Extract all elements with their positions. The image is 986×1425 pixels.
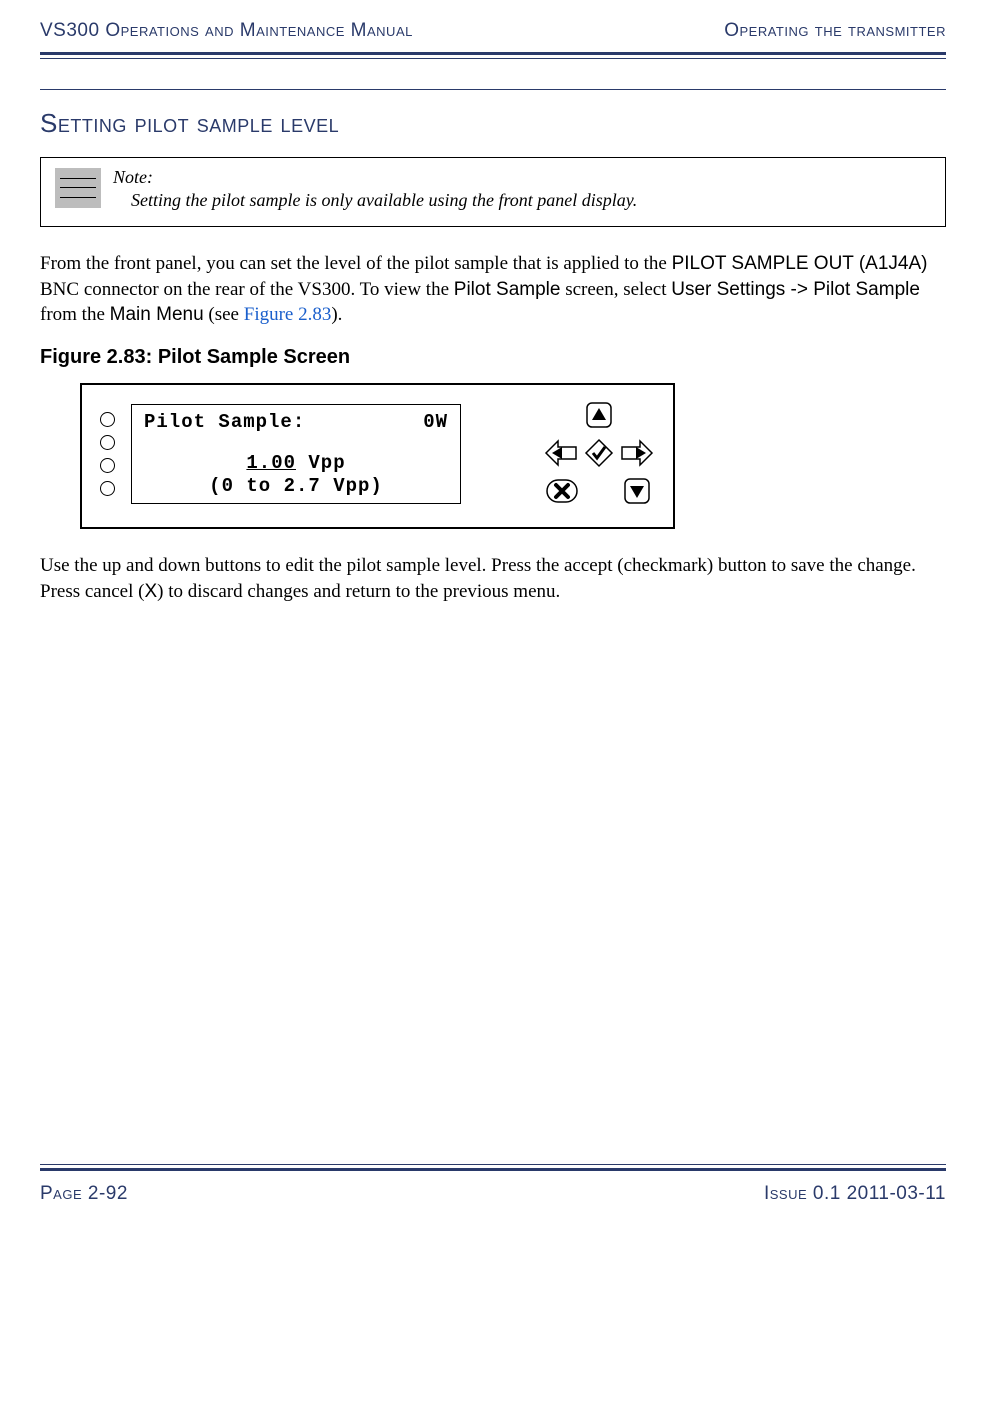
- p1-mid1: BNC connector on the rear of the VS300. …: [40, 279, 454, 300]
- p1-mid3: from the: [40, 304, 110, 325]
- note-label: Note:: [113, 167, 153, 187]
- lcd-unit: Vpp: [296, 452, 346, 474]
- figure-link[interactable]: Figure 2.83: [244, 304, 332, 325]
- p1-text: From the front panel, you can set the le…: [40, 253, 672, 274]
- left-button[interactable]: [543, 435, 579, 471]
- note-callout: Note: Setting the pilot sample is only a…: [40, 157, 946, 227]
- page-footer: Page 2-92 Issue 0.1 2011-03-11: [40, 1171, 946, 1217]
- p1-mid4: (see: [204, 304, 244, 325]
- p1-bold1: PILOT SAMPLE OUT (A1J4A): [672, 253, 928, 274]
- down-button[interactable]: [619, 473, 655, 509]
- p1-bold3: User Settings -> Pilot Sample: [671, 279, 920, 300]
- paragraph-2: Use the up and down buttons to edit the …: [40, 553, 946, 604]
- p1-mid2: screen, select: [560, 279, 671, 300]
- p1-bold4: Main Menu: [110, 304, 204, 325]
- footer-rule-thin: [40, 1164, 946, 1165]
- lcd-range: (0 to 2.7 Vpp): [144, 475, 448, 498]
- lcd-value: 1.00: [246, 452, 296, 474]
- page-header: VS300 Operations and Maintenance Manual …: [40, 20, 946, 52]
- note-body: Setting the pilot sample is only availab…: [131, 190, 637, 210]
- note-icon-cell: [41, 158, 113, 226]
- p2-bold: X: [144, 581, 157, 602]
- led-indicator: [100, 412, 115, 427]
- section-rule: [40, 89, 946, 90]
- led-indicator: [100, 435, 115, 450]
- front-panel: Pilot Sample: 0W 1.00 Vpp (0 to 2.7 Vpp): [80, 383, 675, 529]
- header-right: Operating the transmitter: [724, 20, 946, 42]
- header-rule-thick: [40, 52, 946, 55]
- p1-bold2: Pilot Sample: [454, 279, 561, 300]
- keypad: [543, 397, 655, 511]
- note-lines-icon: [55, 168, 101, 208]
- figure-title: Figure 2.83: Pilot Sample Screen: [40, 346, 946, 369]
- accept-button[interactable]: [581, 435, 617, 471]
- p1-post: ).: [331, 304, 342, 325]
- lcd-status: 0W: [423, 411, 448, 434]
- header-rule-thin: [40, 58, 946, 59]
- right-button[interactable]: [619, 435, 655, 471]
- lcd-screen: Pilot Sample: 0W 1.00 Vpp (0 to 2.7 Vpp): [131, 404, 461, 504]
- led-indicator: [100, 481, 115, 496]
- header-left: VS300 Operations and Maintenance Manual: [40, 20, 413, 42]
- led-indicator: [100, 458, 115, 473]
- section-title: Setting pilot sample level: [40, 108, 946, 139]
- footer-right: Issue 0.1 2011-03-11: [764, 1183, 946, 1205]
- paragraph-1: From the front panel, you can set the le…: [40, 251, 946, 328]
- lcd-label: Pilot Sample:: [144, 411, 305, 434]
- note-text: Note: Setting the pilot sample is only a…: [113, 158, 647, 225]
- cancel-button[interactable]: [545, 473, 579, 509]
- footer-left: Page 2-92: [40, 1183, 128, 1205]
- led-column: [100, 412, 115, 496]
- p2-post: ) to discard changes and return to the p…: [157, 581, 560, 602]
- up-button[interactable]: [581, 397, 617, 433]
